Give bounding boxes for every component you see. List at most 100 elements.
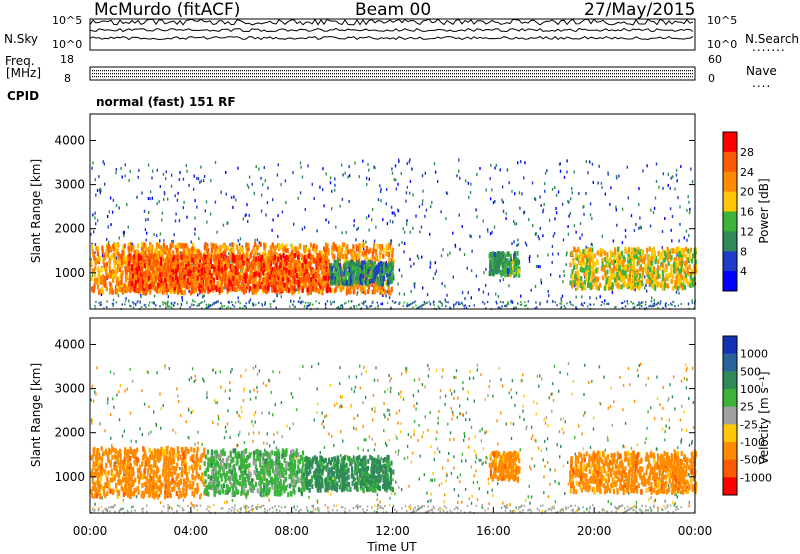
echo-cell bbox=[542, 210, 544, 214]
echo-cell bbox=[269, 251, 272, 257]
echo-cell bbox=[330, 263, 333, 269]
echo-cell bbox=[291, 268, 294, 274]
echo-cell bbox=[461, 225, 463, 228]
echo-cell bbox=[351, 277, 354, 283]
echo-cell bbox=[377, 262, 380, 268]
echo-cell bbox=[476, 172, 478, 176]
freq-trace-dot bbox=[402, 76, 403, 78]
freq-trace-dot bbox=[330, 73, 331, 75]
freq-trace-dot bbox=[562, 73, 563, 75]
echo-cell bbox=[203, 175, 206, 178]
echo-cell bbox=[372, 278, 375, 284]
freq-trace-dot bbox=[440, 70, 441, 72]
freq-trace-dot bbox=[398, 76, 399, 78]
echo-cell bbox=[168, 276, 171, 282]
freq-trace-dot bbox=[284, 70, 285, 72]
echo-cell bbox=[108, 260, 111, 266]
freq-trace-dot bbox=[654, 73, 655, 75]
echo-cell bbox=[127, 246, 130, 252]
echo-cell bbox=[111, 273, 114, 279]
echo-cell bbox=[190, 276, 193, 282]
freq-trace-dot bbox=[434, 73, 435, 75]
echo-cell bbox=[456, 174, 458, 178]
echo-cell bbox=[98, 175, 100, 179]
freq-trace-dot bbox=[604, 70, 605, 72]
freq-trace-dot bbox=[258, 73, 259, 75]
freq-trace-dot bbox=[160, 73, 161, 75]
echo-cell bbox=[193, 285, 196, 291]
echo-cell bbox=[494, 199, 496, 203]
echo-cell bbox=[266, 272, 269, 278]
freq-trace-dot bbox=[124, 70, 125, 72]
freq-trace-dot bbox=[548, 73, 549, 75]
echo-cell bbox=[309, 253, 312, 259]
echo-cell bbox=[108, 240, 110, 244]
echo-cell bbox=[271, 287, 274, 293]
freq-trace-dot bbox=[170, 70, 171, 72]
freq-trace-dot bbox=[536, 70, 537, 72]
freq-trace-dot bbox=[92, 76, 93, 78]
echo-cell bbox=[192, 274, 195, 280]
echo-cell bbox=[142, 272, 145, 278]
echo-cell bbox=[263, 280, 266, 286]
echo-cell bbox=[272, 284, 275, 290]
echo-cell bbox=[222, 250, 226, 256]
echo-cell bbox=[287, 277, 290, 283]
echo-cell bbox=[151, 244, 154, 250]
freq-trace-dot bbox=[504, 76, 505, 78]
freq-trace-dot bbox=[188, 70, 189, 72]
echo-cell bbox=[293, 278, 296, 284]
echo-cell bbox=[293, 259, 296, 264]
echo-cell bbox=[196, 205, 198, 209]
echo-cell bbox=[409, 158, 411, 162]
echo-cell bbox=[94, 260, 97, 265]
echo-cell bbox=[136, 249, 139, 255]
echo-cell bbox=[376, 277, 379, 283]
echo-cell bbox=[581, 233, 583, 237]
echo-cell bbox=[165, 275, 168, 281]
echo-cell bbox=[626, 165, 628, 169]
freq-trace-dot bbox=[376, 70, 377, 72]
freq-trace-dot bbox=[348, 70, 349, 72]
echo-cell bbox=[366, 183, 368, 186]
echo-cell bbox=[149, 244, 152, 250]
echo-cell bbox=[650, 208, 652, 212]
freq-trace-dot bbox=[218, 70, 219, 72]
freq-trace-dot bbox=[526, 70, 527, 72]
freq-trace-dot bbox=[488, 73, 489, 75]
echo-cell bbox=[181, 270, 184, 276]
freq-trace-dot bbox=[582, 70, 583, 72]
echo-cell bbox=[644, 275, 646, 279]
echo-cell bbox=[267, 258, 270, 264]
freq-trace-dot bbox=[368, 73, 369, 75]
freq-trace-dot bbox=[342, 73, 343, 75]
freq-trace-dot bbox=[626, 73, 627, 75]
echo-cell bbox=[232, 242, 235, 248]
freq-trace-dot bbox=[404, 70, 405, 72]
echo-cell bbox=[386, 222, 389, 226]
echo-cell bbox=[319, 287, 323, 293]
freq-trace-dot bbox=[358, 73, 359, 75]
echo-cell bbox=[363, 260, 366, 266]
freq-trace-dot bbox=[112, 73, 113, 75]
echo-cell bbox=[284, 179, 287, 183]
echo-cell bbox=[103, 263, 106, 269]
echo-cell bbox=[357, 226, 360, 230]
freq-trace-dot bbox=[596, 76, 597, 78]
echo-cell bbox=[97, 272, 100, 278]
freq-trace-dot bbox=[614, 70, 615, 72]
freq-trace-dot bbox=[560, 76, 561, 78]
echo-cell bbox=[318, 275, 321, 281]
echo-cell bbox=[226, 245, 229, 251]
freq-trace-dot bbox=[308, 76, 309, 78]
freq-trace-dot bbox=[168, 73, 169, 75]
echo-cell bbox=[203, 257, 206, 263]
echo-cell bbox=[320, 259, 324, 265]
echo-cell bbox=[669, 207, 672, 211]
freq-trace-dot bbox=[130, 73, 131, 75]
freq-trace-dot bbox=[528, 70, 529, 72]
freq-trace-dot bbox=[366, 76, 367, 78]
echo-cell bbox=[130, 278, 133, 284]
echo-cell bbox=[362, 239, 365, 243]
freq-trace-dot bbox=[378, 70, 379, 72]
